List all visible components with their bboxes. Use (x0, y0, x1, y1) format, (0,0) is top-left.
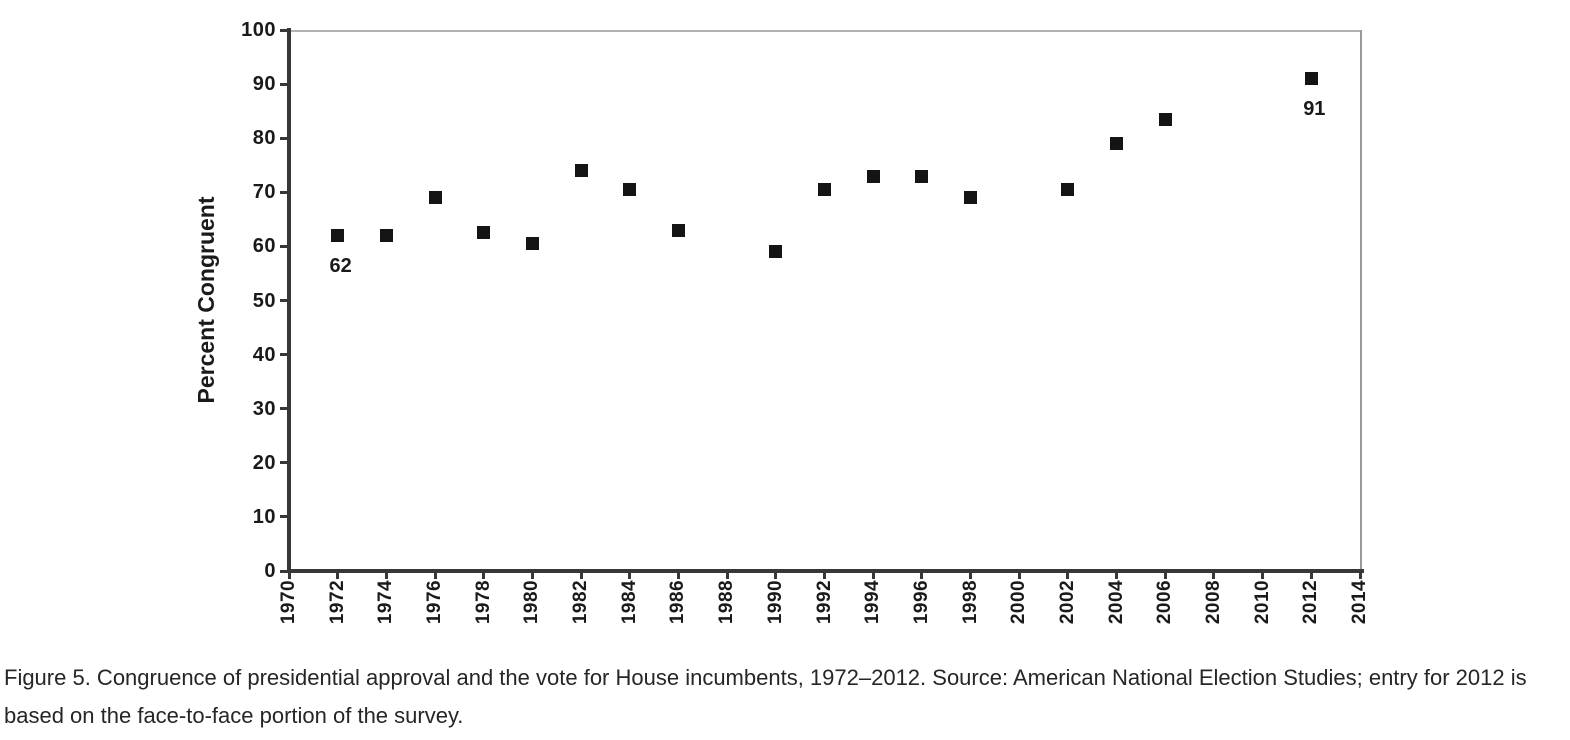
x-axis-tick (1261, 571, 1265, 579)
x-tick-label: 2010 (1251, 579, 1273, 625)
y-tick-label: 60 (252, 235, 276, 258)
y-axis-tick (280, 515, 287, 519)
y-tick-label: 80 (252, 127, 276, 150)
y-axis-tick (280, 28, 287, 32)
x-tick-label: 2006 (1154, 579, 1176, 625)
x-axis-tick (676, 571, 680, 579)
data-point (331, 229, 345, 243)
x-tick-label: 1970 (278, 579, 299, 625)
x-axis-tick (920, 571, 924, 579)
x-axis-tick (871, 571, 875, 579)
x-tick-label: 1978 (472, 579, 494, 625)
x-axis-tick (1066, 571, 1070, 579)
x-tick-label: 1972 (326, 579, 348, 625)
y-axis-tick (280, 407, 287, 411)
data-point (428, 191, 442, 205)
y-axis-tick (280, 569, 287, 573)
y-tick-label: 50 (252, 289, 276, 312)
x-tick-label: 2008 (1202, 579, 1224, 625)
x-tick-label: 1976 (424, 579, 446, 625)
data-point (818, 183, 831, 197)
x-axis-tick (579, 571, 583, 579)
y-axis-tick (280, 82, 287, 86)
y-tick-label: 70 (252, 181, 276, 204)
y-axis-line (287, 28, 291, 573)
x-axis-tick (1163, 571, 1167, 579)
x-axis-tick (287, 571, 291, 579)
x-axis-tick (1358, 571, 1362, 579)
x-tick-label: 2000 (1008, 579, 1030, 625)
x-axis-tick (628, 571, 632, 579)
x-tick-label: 2012 (1300, 579, 1322, 625)
x-tick-label: 1974 (375, 579, 397, 625)
data-point (574, 164, 588, 178)
x-axis-tick (725, 571, 729, 579)
x-tick-label: 1982 (570, 579, 592, 625)
data-point (1061, 183, 1075, 197)
y-tick-label: 0 (264, 560, 276, 582)
x-tick-label: 2004 (1105, 579, 1127, 625)
figure-caption: Figure 5. Congruence of presidential app… (4, 665, 1527, 728)
x-axis-tick (384, 571, 388, 579)
scatter-chart: Percent Congruent 0 10 20 30 40 50 60 70 80 90 100… (193, 19, 1370, 625)
y-axis-tick (280, 299, 287, 302)
x-tick-label: 1980 (521, 579, 543, 625)
x-axis-tick (1212, 571, 1216, 579)
y-axis-tick (280, 353, 287, 357)
y-tick-label: 30 (252, 397, 276, 420)
x-tick-label: 1994 (862, 579, 884, 625)
x-axis-tick (1115, 571, 1119, 579)
y-axis-tick (280, 244, 287, 248)
plot-frame-right (1360, 30, 1362, 571)
x-axis-tick (433, 571, 437, 579)
x-axis-tick (823, 571, 826, 579)
x-axis-tick (530, 571, 534, 579)
x-axis-tick (969, 571, 973, 579)
y-axis-tick (280, 461, 287, 465)
data-point (379, 229, 393, 243)
x-axis-tick (1017, 571, 1021, 579)
data-point (964, 191, 978, 205)
x-tick-label: 1992 (813, 579, 835, 625)
data-point (866, 169, 880, 183)
y-tick-label: 20 (252, 451, 276, 474)
y-tick-label: 40 (252, 343, 276, 366)
y-axis-tick (280, 190, 287, 194)
data-point (915, 169, 929, 183)
y-tick-label: 90 (252, 73, 276, 96)
data-point-label: 62 (329, 254, 352, 277)
data-point-label: 91 (1303, 97, 1326, 120)
x-axis-tick (1309, 571, 1313, 579)
y-tick-label: 100 (241, 19, 276, 41)
data-point (525, 237, 539, 251)
x-tick-label: 1990 (764, 579, 786, 625)
x-axis-tick (336, 571, 340, 579)
data-point (671, 223, 685, 237)
x-axis-tick (482, 571, 486, 579)
data-point (623, 183, 637, 197)
x-tick-label: 1984 (618, 579, 640, 625)
x-tick-label: 2014 (1349, 579, 1370, 625)
data-point (477, 226, 491, 240)
y-axis-tick (280, 136, 287, 140)
x-tick-label: 2002 (1056, 579, 1078, 625)
data-point (1304, 72, 1318, 86)
y-tick-label: 10 (252, 505, 276, 528)
x-tick-label: 1988 (716, 579, 738, 625)
x-axis-tick (774, 571, 778, 579)
data-point (1110, 137, 1124, 151)
data-point (769, 245, 783, 259)
x-tick-label: 1996 (910, 579, 932, 625)
plot-frame-top (289, 30, 1362, 32)
x-tick-label: 1998 (959, 579, 981, 625)
data-point (1158, 112, 1172, 126)
x-tick-label: 1986 (667, 579, 689, 625)
